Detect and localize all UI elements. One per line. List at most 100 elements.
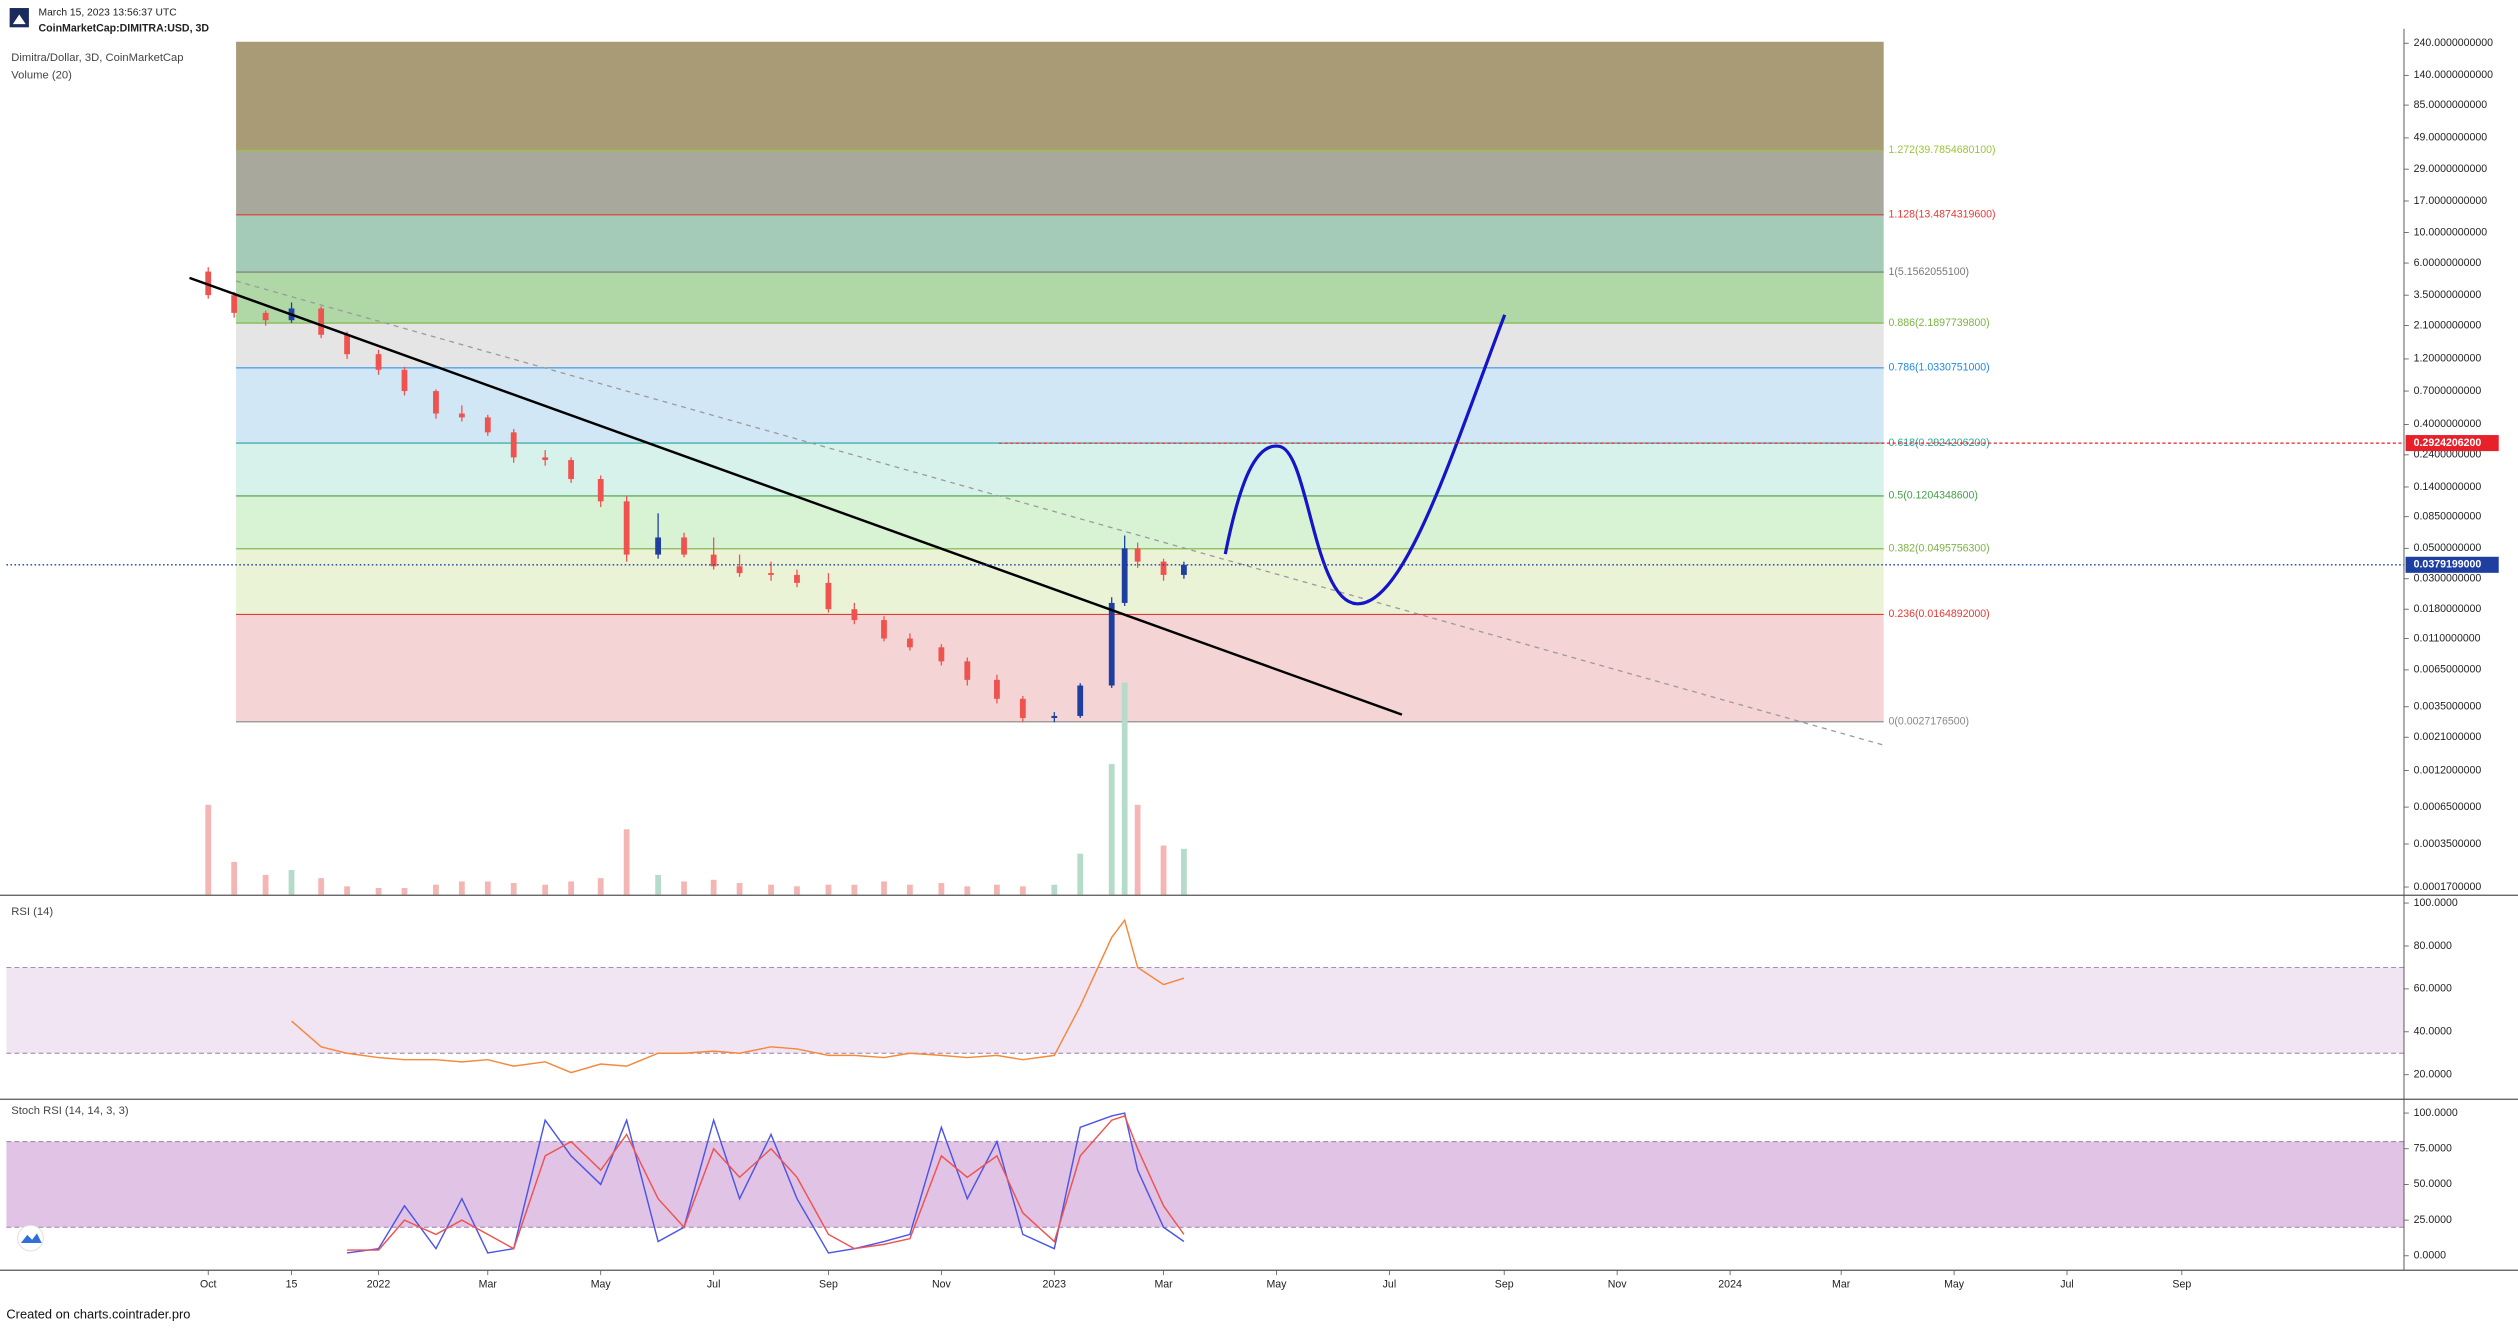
under-layer: 1.272(39.7854680100) 1.128(13.4874319600)…	[6, 41, 2404, 1228]
logo-mark	[12, 14, 26, 25]
candle-body	[655, 537, 662, 555]
candle-body	[433, 391, 439, 414]
volume-bar	[375, 887, 382, 895]
candle-body	[375, 354, 382, 370]
candle-body	[231, 295, 238, 313]
price-label: 0.0379199000	[2414, 559, 2482, 571]
projection-curve	[1223, 314, 1507, 606]
x-tick-label: Jul	[1383, 1279, 1397, 1291]
volume-bar	[262, 874, 269, 895]
y-tick-label: 60.0000	[2414, 983, 2452, 995]
x-tick-label: 2023	[1043, 1279, 1067, 1291]
x-tick-label: Jul	[2060, 1279, 2074, 1291]
fib-zone	[236, 495, 1884, 549]
y-tick-label: 75.0000	[2414, 1143, 2452, 1155]
price-label-box	[2405, 556, 2499, 573]
trend-line	[189, 276, 1403, 716]
volume-bar	[433, 884, 439, 895]
candle-body	[484, 417, 491, 433]
fib-label: 1.272(39.7854680100)	[1889, 144, 1996, 156]
candle-body	[825, 582, 832, 610]
y-tick-label: 100.0000	[2414, 897, 2458, 909]
fib-diagonal	[235, 280, 1884, 746]
y-tick-label: 0.0180000000	[2414, 603, 2482, 615]
candle-body	[597, 479, 604, 502]
fib-zone	[236, 443, 1884, 496]
x-tick-label: Oct	[200, 1279, 217, 1291]
candle-body	[907, 638, 913, 648]
drawings	[189, 276, 1884, 746]
y-tick-label: 25.0000	[2414, 1214, 2452, 1226]
y-tick-label: 140.0000000000	[2414, 69, 2494, 81]
fib-zone	[236, 614, 1884, 722]
y-tick-label: 0.0110000000	[2414, 632, 2481, 644]
fib-zone	[236, 41, 1884, 151]
y-tick-label: 100.0000	[2414, 1107, 2458, 1119]
volume-bar	[881, 881, 887, 895]
fib-label: 0.382(0.0495756300)	[1889, 543, 1990, 555]
volume-bar	[484, 881, 491, 895]
volume-bar	[1160, 845, 1167, 895]
candle-body	[881, 620, 887, 639]
candle-body	[401, 369, 408, 392]
x-tick-label: Mar	[479, 1279, 498, 1291]
x-tick-label: May	[591, 1279, 612, 1291]
y-tick-label: 2.1000000000	[2414, 319, 2482, 331]
volume-bar	[794, 886, 800, 895]
x-tick-label: May	[1266, 1279, 1287, 1291]
y-tick-label: 1.2000000000	[2414, 353, 2482, 365]
fib-label: 0.886(2.1897739800)	[1889, 317, 1990, 329]
volume-bar	[1181, 848, 1187, 895]
candle-body	[1121, 548, 1128, 603]
fib-zone	[236, 548, 1884, 615]
candle-body	[964, 661, 971, 680]
candle-body	[1051, 715, 1058, 718]
x-tick-label: 2022	[367, 1279, 391, 1291]
candle-body	[510, 432, 517, 458]
volume-bar	[510, 883, 517, 895]
candle-body	[262, 312, 269, 321]
candle-body	[1181, 564, 1187, 575]
volume-bar	[568, 881, 574, 895]
fib-zone	[236, 323, 1884, 368]
symbol: CoinMarketCap:DIMITRA:USD, 3D	[39, 23, 210, 35]
x-tick-label: Jul	[707, 1279, 721, 1291]
candle-body	[994, 679, 1000, 699]
frame	[0, 8, 2518, 1271]
candle-body	[768, 573, 774, 575]
volume-bar	[1108, 764, 1115, 895]
y-tick-label: 0.0000	[2414, 1250, 2446, 1262]
candle-body	[542, 457, 549, 461]
y-tick-label: 0.0006500000	[2414, 801, 2482, 813]
y-tick-label: 85.0000000000	[2414, 99, 2488, 111]
volume-bar	[597, 878, 604, 895]
volume-bar	[458, 881, 465, 895]
fib-label: 0.5(0.1204348600)	[1889, 490, 1978, 502]
volume-bar	[768, 884, 774, 895]
volume-bar	[401, 887, 408, 895]
candle-body	[344, 334, 350, 355]
y-tick-label: 0.0035000000	[2414, 701, 2482, 713]
candle-body	[710, 554, 717, 567]
volume-bar	[964, 886, 971, 895]
y-tick-label: 0.0850000000	[2414, 511, 2482, 523]
volume-bar	[1019, 886, 1026, 895]
x-tick-label: Sep	[1495, 1279, 1514, 1291]
y-tick-label: 0.4000000000	[2414, 418, 2482, 430]
fib-label: 1(5.1562055100)	[1889, 266, 1970, 278]
y-tick-label: 0.0003500000	[2414, 838, 2482, 850]
candle-body	[1019, 698, 1026, 718]
mark-layer	[205, 267, 1187, 1254]
volume-bar	[1077, 853, 1084, 895]
fib-zone	[236, 272, 1884, 324]
y-tick-label: 0.0001700000	[2414, 881, 2482, 893]
volume-bar	[681, 881, 687, 895]
band	[6, 1141, 2404, 1228]
y-tick-label: 0.0065000000	[2414, 664, 2482, 676]
fib-label: 0.786(1.0330751000)	[1889, 362, 1990, 374]
y-tick-label: 29.0000000000	[2414, 163, 2488, 175]
fib-zone	[236, 367, 1884, 444]
x-tick-label: Nov	[1608, 1279, 1628, 1291]
y-tick-label: 0.2400000000	[2414, 449, 2482, 461]
volume-bar	[1121, 682, 1128, 895]
